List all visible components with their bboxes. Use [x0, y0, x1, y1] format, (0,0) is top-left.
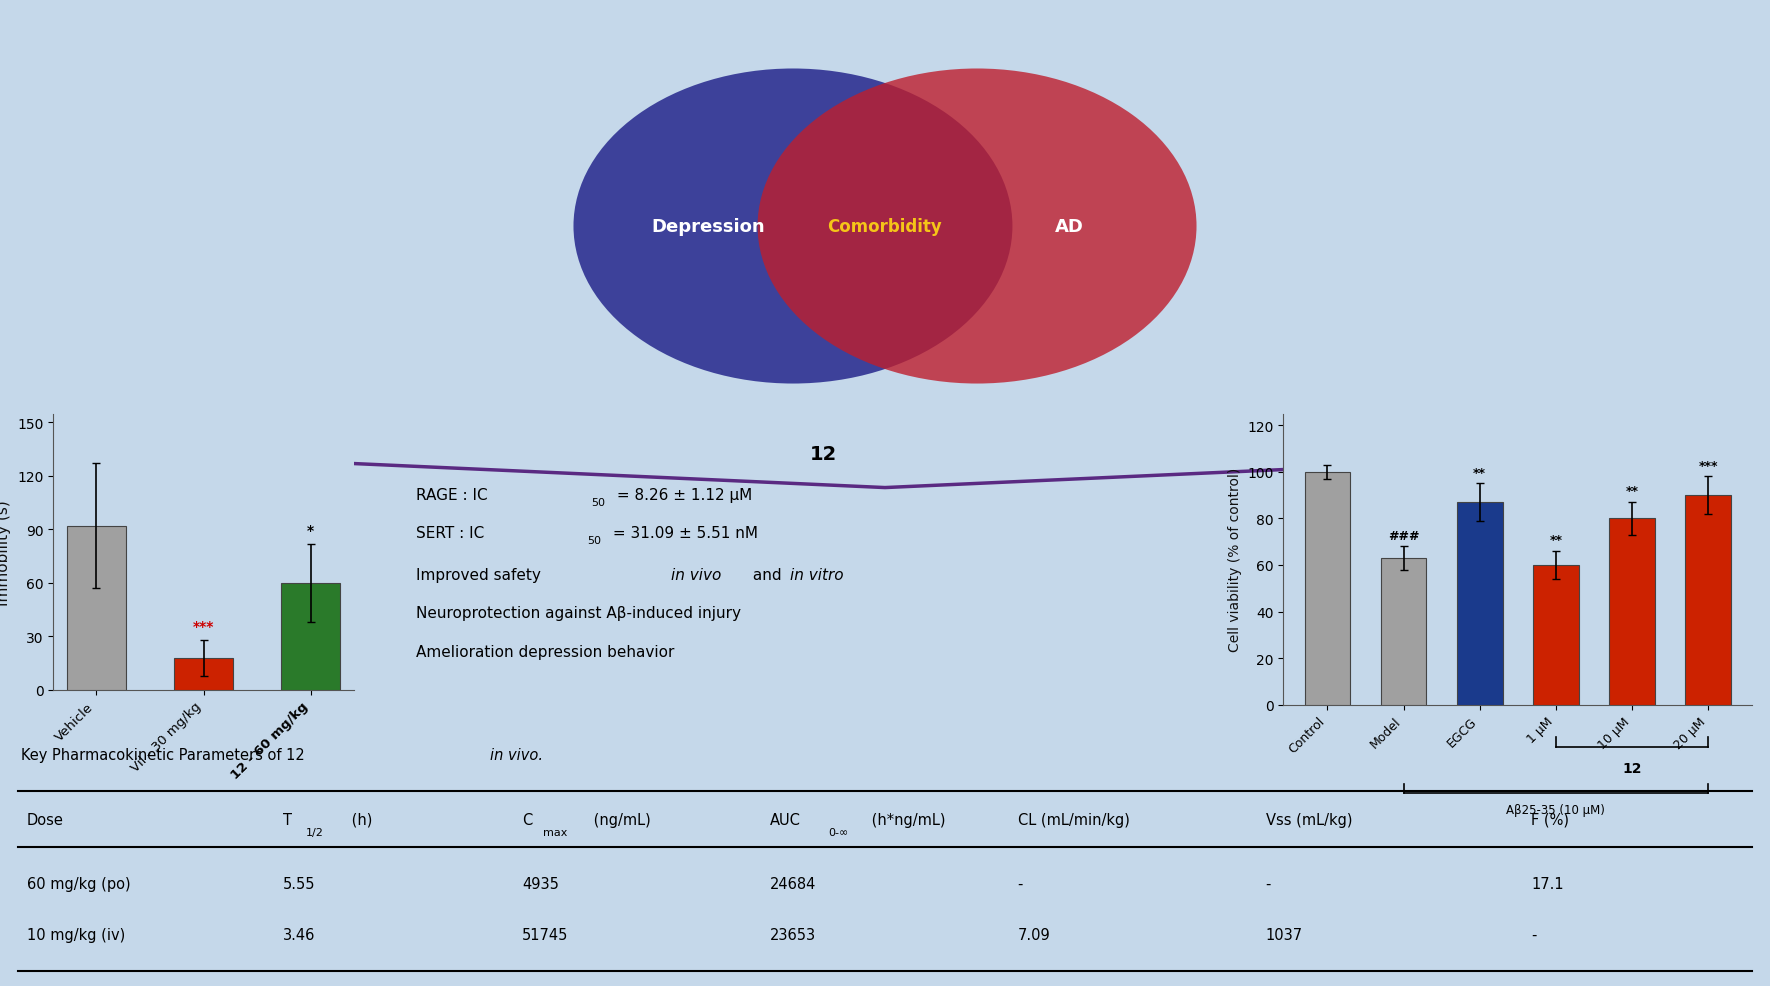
Y-axis label: Cell viability (% of control): Cell viability (% of control)	[1228, 467, 1241, 652]
Bar	[1457, 503, 1503, 705]
Text: -: -	[1266, 876, 1271, 891]
Text: Improved safety: Improved safety	[416, 567, 545, 583]
Text: 5.55: 5.55	[283, 876, 315, 891]
Text: CL (mL/min/kg): CL (mL/min/kg)	[1018, 811, 1129, 827]
Text: AUC: AUC	[770, 811, 800, 827]
Text: **: **	[1473, 466, 1487, 479]
Text: in vivo: in vivo	[671, 567, 720, 583]
Text: 60 mg/kg (po): 60 mg/kg (po)	[27, 876, 131, 891]
Text: 0-∞: 0-∞	[828, 827, 848, 837]
Text: (ng/mL): (ng/mL)	[589, 811, 651, 827]
Text: 23653: 23653	[770, 927, 816, 943]
Text: 50: 50	[591, 497, 605, 508]
Text: (h*ng/mL): (h*ng/mL)	[867, 811, 945, 827]
Bar	[67, 527, 126, 690]
Text: in vitro: in vitro	[791, 567, 844, 583]
Text: T: T	[283, 811, 292, 827]
Bar	[1304, 472, 1351, 705]
Bar	[1609, 519, 1655, 705]
Text: Neuroprotection against Aβ-induced injury: Neuroprotection against Aβ-induced injur…	[416, 605, 742, 621]
Text: **: **	[1625, 485, 1639, 498]
Text: Key Pharmacokinetic Parameters of 12: Key Pharmacokinetic Parameters of 12	[21, 747, 310, 762]
Text: (h): (h)	[347, 811, 372, 827]
Text: 50: 50	[588, 535, 600, 546]
Ellipse shape	[758, 69, 1197, 385]
Text: in vivo.: in vivo.	[490, 747, 543, 762]
Text: Vilazodone: Vilazodone	[212, 419, 312, 437]
Text: Depression: Depression	[651, 218, 765, 236]
Text: SERT : IC: SERT : IC	[416, 526, 485, 541]
Text: Amelioration depression behavior: Amelioration depression behavior	[416, 644, 674, 660]
Bar	[1381, 558, 1427, 705]
Text: C: C	[522, 811, 533, 827]
Text: **: **	[1549, 533, 1563, 547]
Text: -: -	[1018, 876, 1023, 891]
Text: *: *	[308, 523, 315, 537]
Text: Vss (mL/kg): Vss (mL/kg)	[1266, 811, 1352, 827]
Text: ###: ###	[1388, 529, 1420, 542]
Text: Azeliragon: Azeliragon	[1478, 419, 1574, 437]
Text: F (%): F (%)	[1531, 811, 1568, 827]
Text: 1/2: 1/2	[306, 827, 324, 837]
Text: 10 mg/kg (iv): 10 mg/kg (iv)	[27, 927, 126, 943]
Text: and: and	[749, 567, 786, 583]
Text: Dose: Dose	[27, 811, 64, 827]
Y-axis label: Immobility (s): Immobility (s)	[0, 499, 11, 605]
Text: 1037: 1037	[1266, 927, 1303, 943]
Text: 3.46: 3.46	[283, 927, 315, 943]
Text: 51745: 51745	[522, 927, 568, 943]
Text: 17.1: 17.1	[1531, 876, 1563, 891]
Text: ***: ***	[193, 619, 214, 633]
Text: 12: 12	[809, 445, 837, 463]
Text: 7.09: 7.09	[1018, 927, 1051, 943]
Text: 12: 12	[1623, 761, 1643, 775]
Text: Aβ25-35 (10 μM): Aβ25-35 (10 μM)	[1506, 803, 1605, 815]
Text: RAGE : IC: RAGE : IC	[416, 487, 487, 503]
Bar	[1685, 496, 1731, 705]
Bar	[281, 584, 340, 690]
Text: Comorbidity: Comorbidity	[828, 218, 942, 236]
Text: = 8.26 ± 1.12 μM: = 8.26 ± 1.12 μM	[612, 487, 752, 503]
Bar	[173, 658, 234, 690]
Text: AD: AD	[1055, 218, 1083, 236]
Text: -: -	[1531, 927, 1536, 943]
Text: = 31.09 ± 5.51 nM: = 31.09 ± 5.51 nM	[609, 526, 758, 541]
Bar	[1533, 565, 1579, 705]
Text: 24684: 24684	[770, 876, 816, 891]
Text: ***: ***	[1699, 459, 1719, 472]
Text: max: max	[543, 827, 568, 837]
Text: 4935: 4935	[522, 876, 559, 891]
Ellipse shape	[573, 69, 1012, 385]
